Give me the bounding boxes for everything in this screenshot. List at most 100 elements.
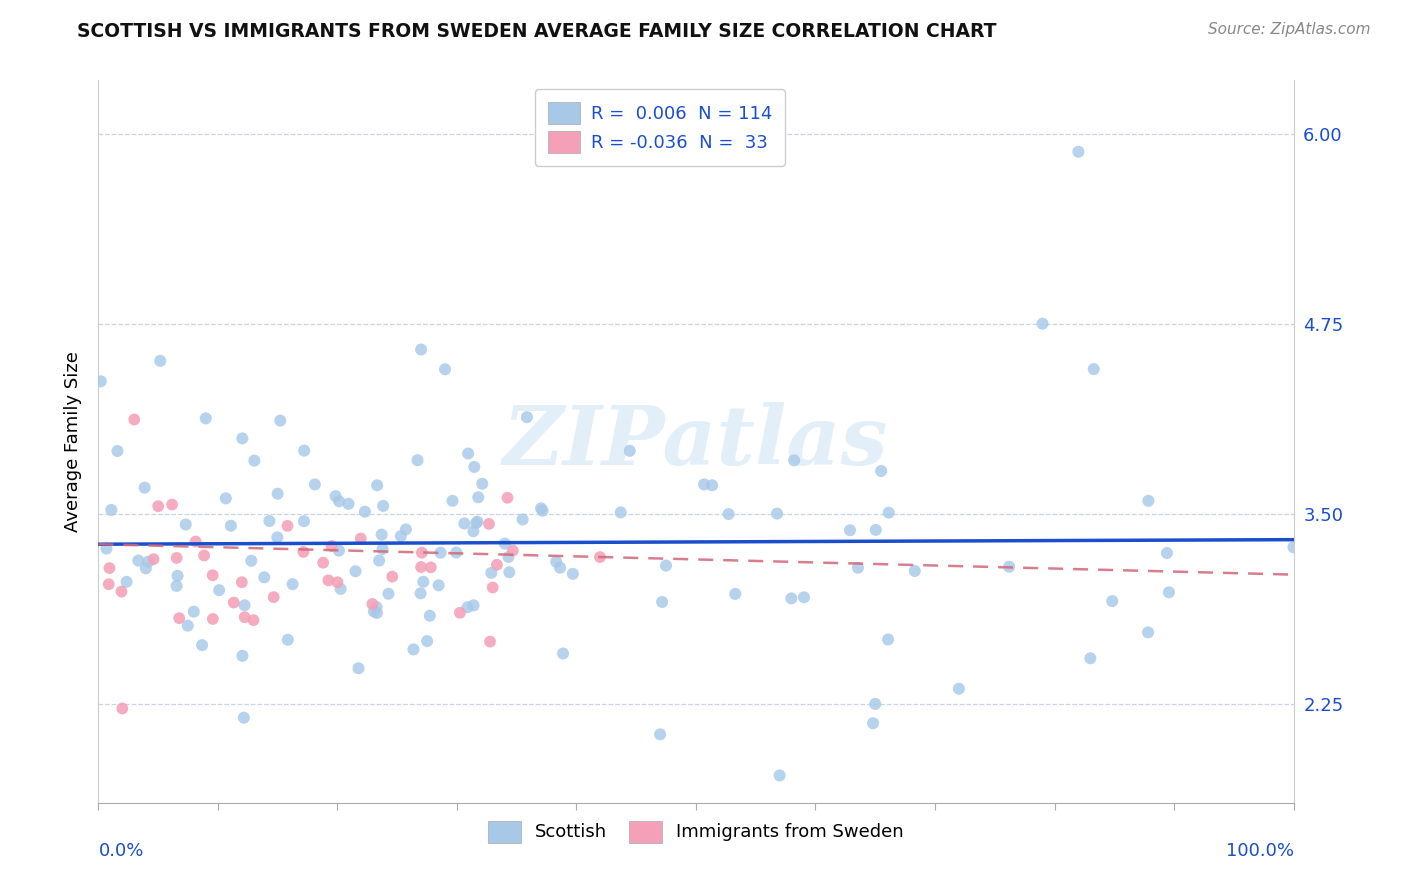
Point (350, 532, 373, 546)
Point (724, 587, 747, 601)
Point (768, 768, 790, 782)
Point (1137, 493, 1160, 508)
Point (233, 610, 256, 624)
Point (326, 575, 349, 590)
Point (368, 553, 391, 567)
Point (651, 595, 673, 609)
Point (222, 596, 245, 610)
Point (149, 354, 172, 368)
Text: ZIPatlas: ZIPatlas (503, 401, 889, 482)
Point (530, 501, 553, 516)
Point (354, 505, 377, 519)
Point (325, 489, 347, 503)
Point (184, 534, 207, 549)
Point (780, 591, 803, 606)
Point (1101, 594, 1123, 608)
Point (494, 536, 516, 550)
Point (766, 507, 789, 521)
Point (166, 579, 188, 593)
Point (96, 541, 118, 556)
Point (231, 431, 253, 445)
Point (318, 574, 340, 588)
Point (361, 597, 384, 611)
Point (377, 587, 399, 601)
Point (441, 493, 464, 508)
Point (253, 570, 276, 584)
Point (328, 543, 350, 558)
Point (411, 560, 433, 574)
Point (381, 569, 404, 583)
Point (1157, 585, 1180, 599)
Point (90, 375, 112, 389)
Point (259, 514, 281, 528)
Text: 100.0%: 100.0% (1226, 842, 1294, 860)
Point (277, 632, 299, 647)
Point (183, 605, 205, 619)
Point (231, 575, 253, 590)
Point (1080, 651, 1102, 665)
Point (263, 590, 285, 604)
Point (457, 446, 479, 460)
Text: Source: ZipAtlas.com: Source: ZipAtlas.com (1208, 22, 1371, 37)
Point (717, 507, 740, 521)
Y-axis label: Average Family Size: Average Family Size (63, 351, 82, 532)
Point (329, 582, 352, 596)
Point (609, 505, 631, 519)
Point (865, 697, 887, 711)
Point (366, 600, 388, 615)
Point (877, 506, 900, 520)
Point (434, 362, 457, 376)
Point (208, 583, 231, 598)
Point (546, 555, 568, 569)
Point (191, 638, 214, 652)
Point (240, 554, 263, 568)
Point (100, 503, 122, 517)
Point (516, 410, 538, 425)
Point (233, 599, 256, 613)
Point (194, 411, 217, 425)
Point (107, 444, 129, 458)
Point (231, 648, 253, 663)
Point (463, 599, 485, 613)
Point (498, 549, 520, 564)
Point (366, 478, 388, 492)
Point (1137, 625, 1160, 640)
Point (693, 477, 716, 491)
Legend: Scottish, Immigrants from Sweden: Scottish, Immigrants from Sweden (479, 812, 912, 852)
Point (124, 412, 146, 426)
Point (446, 545, 468, 559)
Point (467, 490, 489, 504)
Point (395, 522, 418, 536)
Point (97, 577, 120, 591)
Point (201, 568, 224, 582)
Point (304, 477, 326, 491)
Point (135, 561, 157, 575)
Point (337, 497, 360, 511)
Point (479, 634, 502, 648)
Point (142, 552, 165, 566)
Point (456, 600, 478, 615)
Point (373, 499, 395, 513)
Point (471, 476, 494, 491)
Point (1156, 546, 1178, 560)
Point (242, 613, 264, 627)
Point (292, 545, 315, 559)
Point (243, 453, 266, 467)
Point (363, 605, 385, 619)
Point (551, 647, 574, 661)
Text: SCOTTISH VS IMMIGRANTS FROM SWEDEN AVERAGE FAMILY SIZE CORRELATION CHART: SCOTTISH VS IMMIGRANTS FROM SWEDEN AVERA… (77, 22, 997, 41)
Point (419, 560, 441, 574)
Point (531, 504, 554, 518)
Point (619, 443, 641, 458)
Point (429, 546, 451, 560)
Point (389, 529, 412, 543)
Point (904, 564, 927, 578)
Point (127, 553, 149, 567)
Point (846, 560, 869, 574)
Point (328, 494, 350, 508)
Point (160, 498, 183, 512)
Point (232, 711, 254, 725)
Point (512, 512, 534, 526)
Point (1032, 317, 1054, 331)
Point (998, 559, 1021, 574)
